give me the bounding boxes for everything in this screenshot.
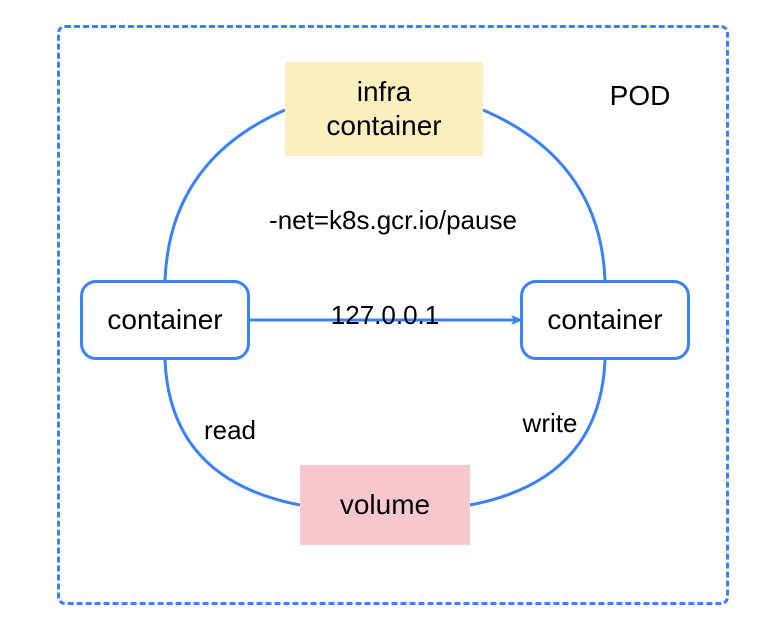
infra-container-label: infra container bbox=[326, 75, 441, 142]
loopback-label: 127.0.0.1 bbox=[320, 300, 450, 330]
container-right-label: container bbox=[547, 303, 662, 337]
container-left-node: container bbox=[80, 280, 250, 360]
volume-label: volume bbox=[340, 488, 430, 522]
read-label: read bbox=[190, 415, 270, 445]
edge-top-left bbox=[165, 110, 285, 280]
diagram-canvas: infra container container container volu… bbox=[0, 0, 780, 638]
write-label-text: write bbox=[523, 408, 578, 438]
volume-node: volume bbox=[300, 465, 470, 545]
edge-top-right bbox=[483, 110, 605, 280]
read-label-text: read bbox=[204, 415, 256, 445]
pod-title: POD bbox=[600, 80, 680, 110]
loopback-label-text: 127.0.0.1 bbox=[331, 300, 439, 330]
write-label: write bbox=[510, 408, 590, 438]
pod-title-text: POD bbox=[610, 80, 671, 111]
infra-container-node: infra container bbox=[285, 62, 483, 156]
net-label-text: -net=k8s.gcr.io/pause bbox=[269, 205, 517, 235]
container-left-label: container bbox=[107, 303, 222, 337]
net-label: -net=k8s.gcr.io/pause bbox=[243, 205, 543, 235]
container-right-node: container bbox=[520, 280, 690, 360]
